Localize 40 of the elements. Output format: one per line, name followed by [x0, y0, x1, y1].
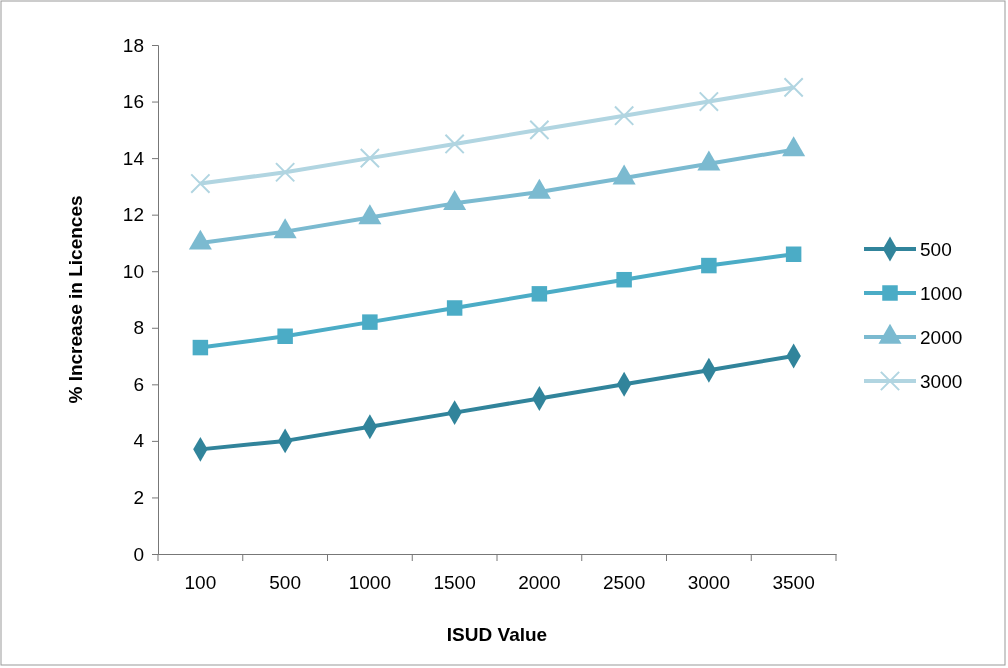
- y-tick-label: 0: [133, 543, 144, 565]
- point: [192, 339, 209, 356]
- x-tick-label: 3000: [687, 572, 731, 594]
- x-tick-label: 100: [184, 572, 217, 594]
- point: [531, 286, 548, 302]
- point: [616, 271, 632, 288]
- y-tick-label: 4: [133, 430, 145, 452]
- legend-label: 1000: [920, 283, 963, 304]
- y-tick-label: 16: [122, 91, 144, 113]
- y-tick-label: 18: [122, 34, 144, 56]
- point: [701, 257, 717, 274]
- y-axis-title: % Increase in Licences: [65, 195, 86, 404]
- x-tick-label: 2500: [602, 572, 646, 594]
- point: [529, 119, 550, 140]
- point: [277, 328, 293, 345]
- legend-label: 500: [920, 239, 952, 260]
- x-tick-label: 1000: [348, 572, 392, 594]
- point: [785, 246, 802, 262]
- y-tick-label: 14: [122, 147, 145, 169]
- y-tick-label: 10: [122, 260, 144, 282]
- point: [698, 91, 720, 112]
- x-tick-label: 2000: [518, 572, 561, 594]
- y-tick-label: 8: [133, 317, 144, 339]
- x-tick-label: 500: [269, 572, 301, 594]
- point: [444, 133, 465, 155]
- y-tick-label: 2: [133, 487, 144, 509]
- y-tick-label: 6: [133, 373, 144, 395]
- point: [446, 300, 463, 316]
- point: [190, 173, 211, 194]
- y-tick-label: 12: [122, 204, 144, 226]
- point: [359, 147, 381, 169]
- x-tick-label: 1500: [433, 572, 476, 594]
- legend-label: 3000: [920, 371, 963, 392]
- x-tick-label: 3500: [772, 572, 815, 594]
- point: [362, 314, 378, 330]
- x-axis-title: ISUD Value: [446, 624, 548, 645]
- point: [783, 77, 804, 98]
- legend-label: 2000: [920, 327, 963, 348]
- point: [613, 105, 635, 126]
- point: [274, 162, 296, 183]
